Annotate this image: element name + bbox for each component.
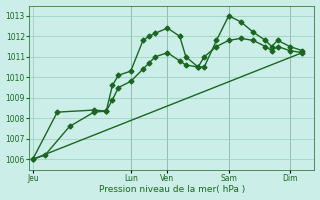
X-axis label: Pression niveau de la mer( hPa ): Pression niveau de la mer( hPa ) bbox=[99, 185, 245, 194]
